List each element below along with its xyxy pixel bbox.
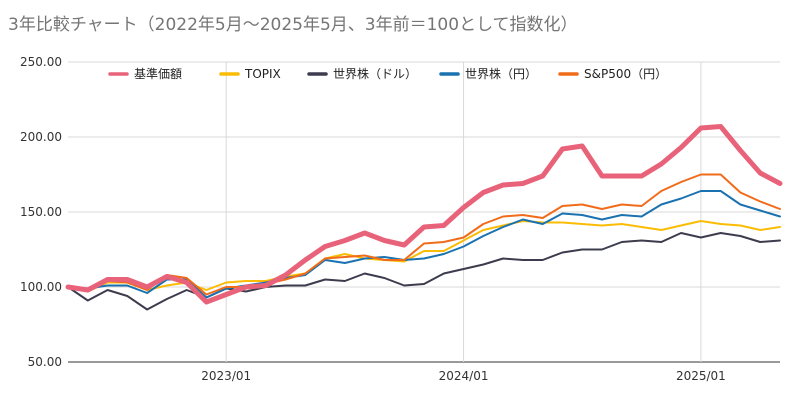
series-line-0 xyxy=(65,124,783,305)
y-tick-label: 200.00 xyxy=(20,130,62,144)
y-tick-label: 50.00 xyxy=(28,355,62,369)
axis-layer: 50.00 100.00 150.00 200.00 250.00 2023/01 2024… xyxy=(20,55,726,383)
series-layer xyxy=(65,124,783,311)
series-line-4 xyxy=(67,173,781,296)
legend-label: TOPIX xyxy=(244,67,281,81)
series-line-3 xyxy=(67,190,781,299)
series-line-2 xyxy=(67,232,781,311)
x-tick-label: 2024/01 xyxy=(439,369,489,383)
y-tick-label: 250.00 xyxy=(20,55,62,69)
legend-label: 世界株（円） xyxy=(465,66,537,81)
grid-layer xyxy=(68,61,780,363)
legend-label: 基準価額 xyxy=(134,66,182,81)
chart-title: 3年比較チャート（2022年5月〜2025年5月、3年前＝100として指数化） xyxy=(8,15,578,35)
legend-label: 世界株（ドル） xyxy=(333,66,417,81)
legend-label: S&P500（円） xyxy=(584,67,667,81)
y-tick-label: 150.00 xyxy=(20,205,62,219)
y-tick-label: 100.00 xyxy=(20,280,62,294)
legend: 基準価額 TOPIX 世界株（ドル） 世界株（円） S&P500（円） xyxy=(108,66,667,81)
x-tick-label: 2025/01 xyxy=(676,369,726,383)
x-tick-label: 2023/01 xyxy=(201,369,251,383)
